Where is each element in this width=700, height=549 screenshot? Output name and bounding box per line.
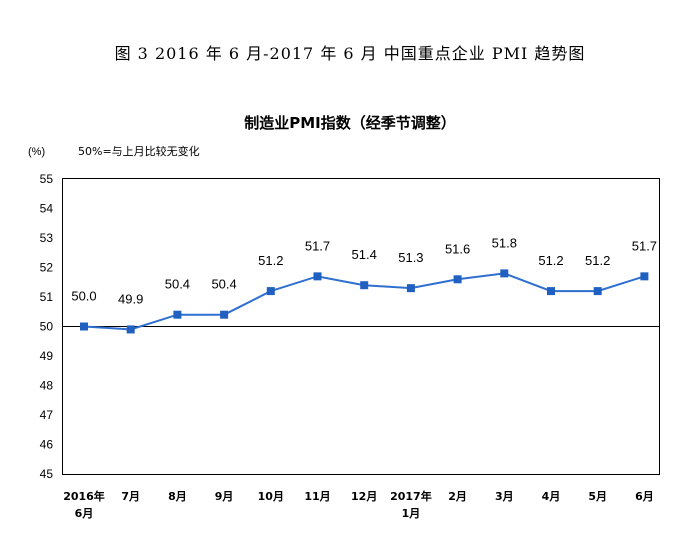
y-tick-label: 48	[40, 379, 54, 393]
data-label: 50.0	[71, 289, 96, 304]
data-point-marker	[360, 281, 369, 290]
y-tick-label: 55	[40, 172, 54, 186]
y-tick-label: 49	[40, 349, 54, 363]
data-point-marker	[126, 325, 135, 334]
data-point-marker	[500, 269, 509, 278]
x-category-label: 6月	[75, 507, 94, 520]
y-tick-label: 45	[40, 467, 54, 481]
y-tick-label: 52	[40, 261, 54, 275]
data-label: 51.2	[585, 253, 610, 268]
x-category-label: 10月	[258, 490, 284, 503]
data-point-marker	[640, 272, 649, 281]
x-category-label: 7月	[121, 490, 140, 503]
data-point-marker	[313, 272, 322, 281]
x-category-label: 2016年	[63, 489, 105, 503]
x-category-label: 1月	[402, 507, 421, 520]
y-tick-label: 53	[40, 231, 54, 245]
data-point-marker	[406, 284, 415, 293]
data-point-marker	[266, 287, 275, 296]
chart-note: 50%=与上月比较无变化	[78, 144, 200, 158]
data-point-marker	[453, 275, 462, 284]
y-tick-label: 51	[40, 290, 54, 304]
data-point-marker	[220, 310, 229, 319]
x-category-label: 9月	[215, 490, 234, 503]
data-label: 51.4	[352, 247, 377, 262]
x-category-label: 5月	[588, 490, 607, 503]
data-label: 51.8	[492, 235, 517, 250]
data-label: 51.2	[538, 253, 563, 268]
y-tick-label: 47	[40, 408, 54, 422]
figure-title: 图 3 2016 年 6 月-2017 年 6 月 中国重点企业 PMI 趋势图	[114, 44, 586, 63]
x-category-label: 3月	[495, 490, 514, 503]
x-category-label: 4月	[542, 490, 561, 503]
data-label: 51.7	[632, 238, 657, 253]
y-tick-labels: 55 54 53 52 51 50 49 48 47 46 45	[40, 172, 54, 481]
data-label: 51.6	[445, 241, 470, 256]
y-tick-label: 50	[40, 320, 54, 334]
plot-area-frame	[62, 178, 660, 475]
data-point-marker	[173, 310, 182, 319]
x-category-label: 2017年	[390, 489, 432, 503]
data-label: 51.7	[305, 238, 330, 253]
chart-title: 制造业PMI指数（经季节调整）	[244, 114, 456, 132]
data-label: 51.3	[398, 250, 423, 265]
x-category-labels: 2016年 6月 7月 8月 9月 10月 11月 12月 2017年 1月 2月 3月 4月 5月 6月	[63, 489, 654, 520]
y-tick-label: 54	[40, 202, 54, 216]
y-tick-label: 46	[40, 438, 54, 452]
data-point-marker	[80, 322, 88, 331]
data-label: 49.9	[118, 291, 143, 306]
x-category-label: 12月	[351, 490, 377, 503]
x-category-label: 8月	[168, 490, 187, 503]
data-label: 50.4	[165, 277, 190, 292]
x-category-label: 2月	[448, 490, 467, 503]
data-labels: 50.0 49.9 50.4 50.4 51.2 51.7 51.4 51.3 51.6 51.8…	[71, 235, 657, 306]
y-axis-unit: (%)	[28, 146, 45, 158]
data-point-marker	[547, 287, 555, 296]
data-point-marker	[593, 287, 602, 296]
data-label: 50.4	[211, 277, 236, 292]
data-markers	[80, 269, 649, 334]
x-category-label: 6月	[635, 490, 654, 503]
x-category-label: 11月	[304, 490, 330, 503]
data-label: 51.2	[258, 253, 283, 268]
